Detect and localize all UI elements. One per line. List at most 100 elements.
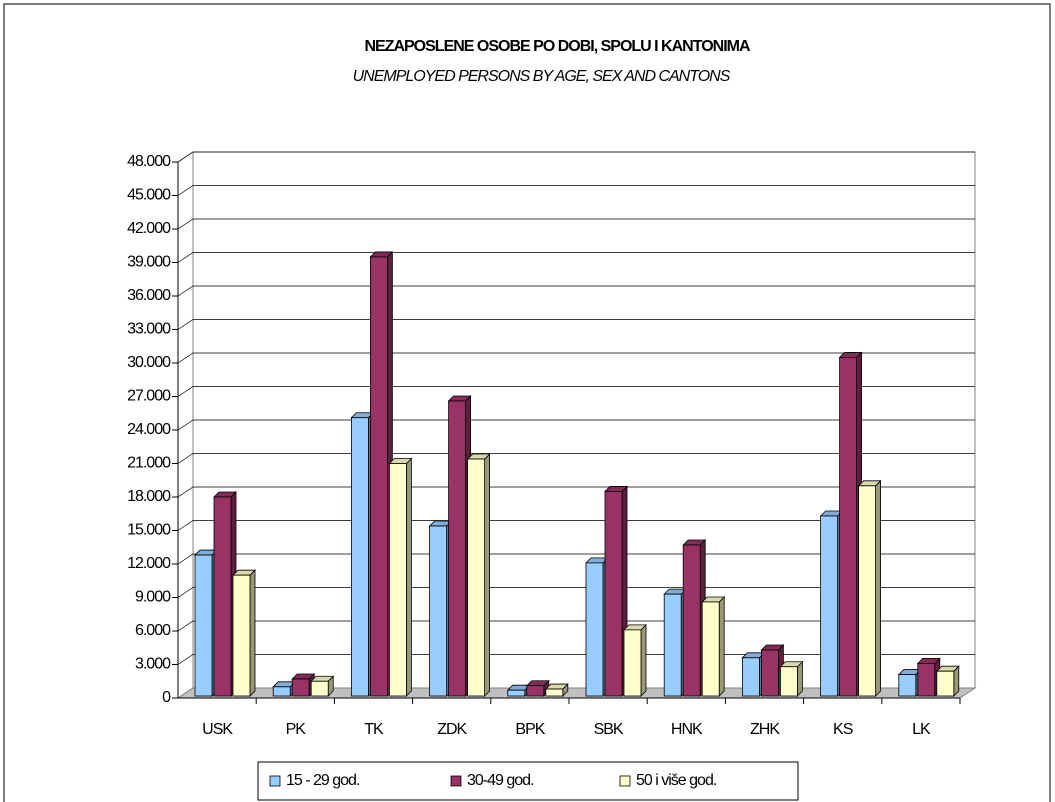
y-tick-label: 48.000 [127,153,171,170]
x-tick-label: KS [833,721,853,738]
bar [701,596,726,697]
bar-face [820,515,838,697]
y-tick-label: 0 [162,689,171,706]
y-tick-label: 45.000 [127,187,171,204]
bar-face [484,453,491,697]
chart-title: NEZAPOSLENE OSOBE PO DOBI, SPOLU I KANTO… [364,38,751,55]
grid-line [177,285,975,297]
x-tick-label: PK [286,721,307,738]
grid-line [177,486,975,498]
bar-face [761,649,779,697]
y-tick-label: 21.000 [127,455,171,472]
bar-face [194,554,213,697]
x-tick-label: TK [364,721,384,738]
bar-face [350,417,369,697]
y-tick-label: 9.000 [135,589,171,606]
x-tick-label: LK [912,721,931,738]
grid-line [177,151,975,163]
y-tick-label: 33.000 [127,321,171,338]
bar-face [232,574,251,697]
bar-face [585,562,604,697]
legend-swatch [269,775,281,787]
x-tick-label: BPK [515,721,545,738]
bar-face [875,479,881,697]
bar-face [718,596,725,697]
grid-line [177,352,975,364]
bar-face [623,629,642,697]
bar-face [797,660,803,697]
grid-line [177,386,975,397]
bar [466,453,491,697]
x-tick-label: SBK [594,721,624,738]
y-tick-label: 3.000 [135,656,171,673]
y-tick-label: 15.000 [127,522,171,539]
y-tick-label: 18.000 [127,488,171,505]
grid-line [177,185,975,196]
bar-face [429,525,448,697]
bar-face [448,400,467,697]
y-tick-label: 30.000 [127,354,171,371]
x-tick-label: ZDK [437,721,467,738]
legend-label: 15 - 29 god. [286,772,359,789]
bar-face [640,623,647,697]
bar [310,675,335,697]
legend-label: 30-49 god. [467,772,534,789]
bar-face [249,569,256,697]
grid-line [177,520,975,531]
bar-face [526,685,545,697]
bar-face [388,463,407,697]
bar-face [545,688,564,697]
grid-line [177,218,975,230]
bar-face [467,458,486,697]
y-tick-label: 27.000 [127,388,171,405]
bar-face [780,666,798,697]
grid-line [177,319,975,330]
bar-face [369,256,388,697]
bar-face [936,670,955,697]
grid-line [177,587,975,598]
grid-line [177,453,975,464]
grid-line [177,553,975,565]
bar [506,684,531,697]
bar-face [604,491,623,697]
bar-face [742,657,760,697]
bar-face [507,689,526,697]
bar-face [663,593,682,697]
bar [779,660,804,697]
bar-face [898,674,917,697]
bar-face [291,678,310,697]
bar-face [917,662,936,697]
y-tick-label: 42.000 [127,220,171,237]
legend-swatch [619,775,631,787]
bar [857,479,882,697]
y-tick-label: 36.000 [127,287,171,304]
bar-face [310,680,329,697]
grid-line [177,419,975,431]
bar [232,569,256,697]
bar [544,683,569,697]
bar-face [701,601,720,697]
y-tick-label: 39.000 [127,254,171,271]
bar-face [682,544,701,697]
x-tick-label: ZHK [750,721,780,738]
legend-swatch [450,775,462,787]
y-tick-label: 12.000 [127,555,171,572]
frame [3,3,1051,802]
grid-line [177,252,975,263]
bar [935,665,960,697]
bar-face [405,457,412,697]
bar [623,623,647,697]
bar-face [272,686,291,697]
legend-label: 50 i više god. [636,772,716,789]
bar-face [839,357,857,697]
y-tick-label: 24.000 [127,421,171,438]
chart-subtitle: UNEMPLOYED PERSONS BY AGE, SEX AND CANTO… [353,68,731,85]
bar-face [858,485,876,697]
x-tick-label: USK [202,721,233,738]
bar [388,457,413,697]
x-tick-label: HNK [671,721,703,738]
legend-box [257,761,799,801]
bar-face [213,496,232,697]
y-tick-label: 6.000 [135,622,171,639]
